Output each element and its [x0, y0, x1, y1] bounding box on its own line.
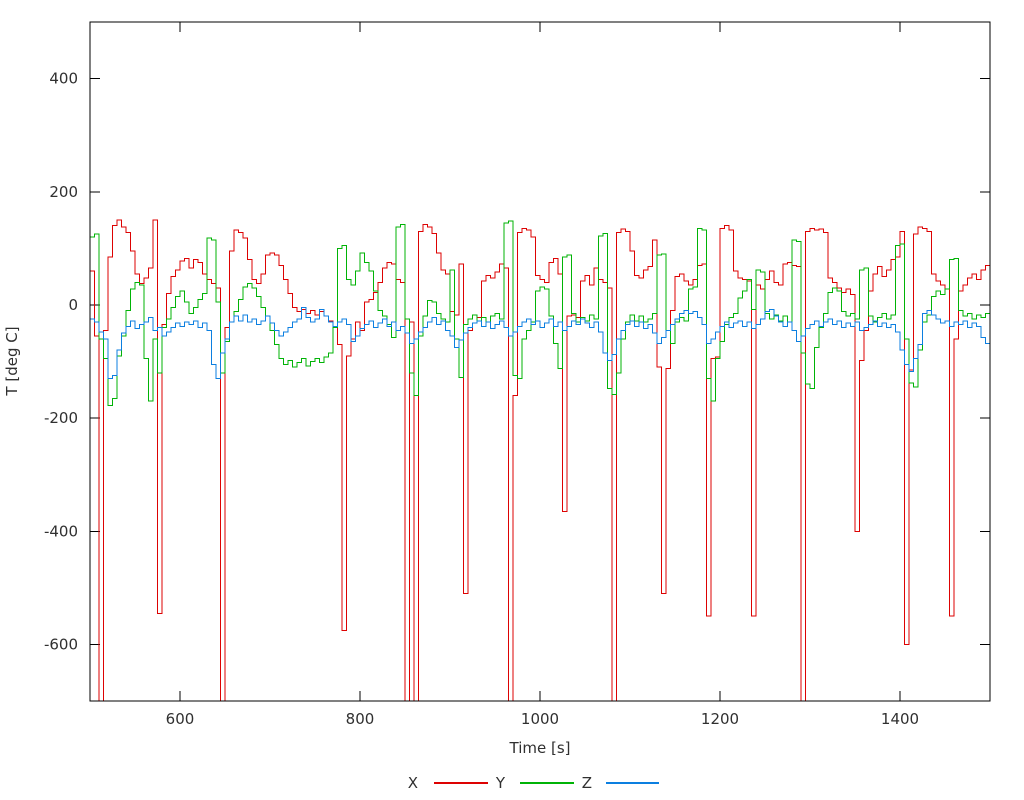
plot-border	[89, 21, 991, 702]
x-tick-label: 1000	[521, 710, 559, 728]
series-lines	[90, 219, 990, 701]
y-tick-label: -400	[44, 522, 78, 540]
x-tick-label: 600	[166, 710, 195, 728]
legend-label-z: Z	[582, 774, 592, 792]
x-tick-label: 1200	[701, 710, 739, 728]
y-tick-label: -200	[44, 409, 78, 427]
series-y-line	[90, 220, 990, 407]
axis-tick-labels: 600 800 1000 1200 1400 -600 -400 -200 0 200 400	[44, 70, 919, 728]
y-tick-label: 200	[49, 183, 78, 201]
x-tick-label: 1400	[881, 710, 919, 728]
y-tick-label: 400	[49, 70, 78, 88]
x-tick-label: 800	[346, 710, 375, 728]
axis-ticks	[90, 22, 990, 701]
y-tick-label: 0	[68, 296, 78, 314]
legend-label-x: X	[408, 774, 418, 792]
y-tick-label: -600	[44, 635, 78, 653]
series-x-line	[90, 219, 990, 701]
legend: X Y Z	[408, 774, 659, 792]
legend-label-y: Y	[495, 774, 506, 792]
series-z-line	[90, 307, 990, 379]
x-axis-title: Time [s]	[509, 739, 571, 757]
y-axis-title: T [deg C]	[3, 326, 21, 396]
